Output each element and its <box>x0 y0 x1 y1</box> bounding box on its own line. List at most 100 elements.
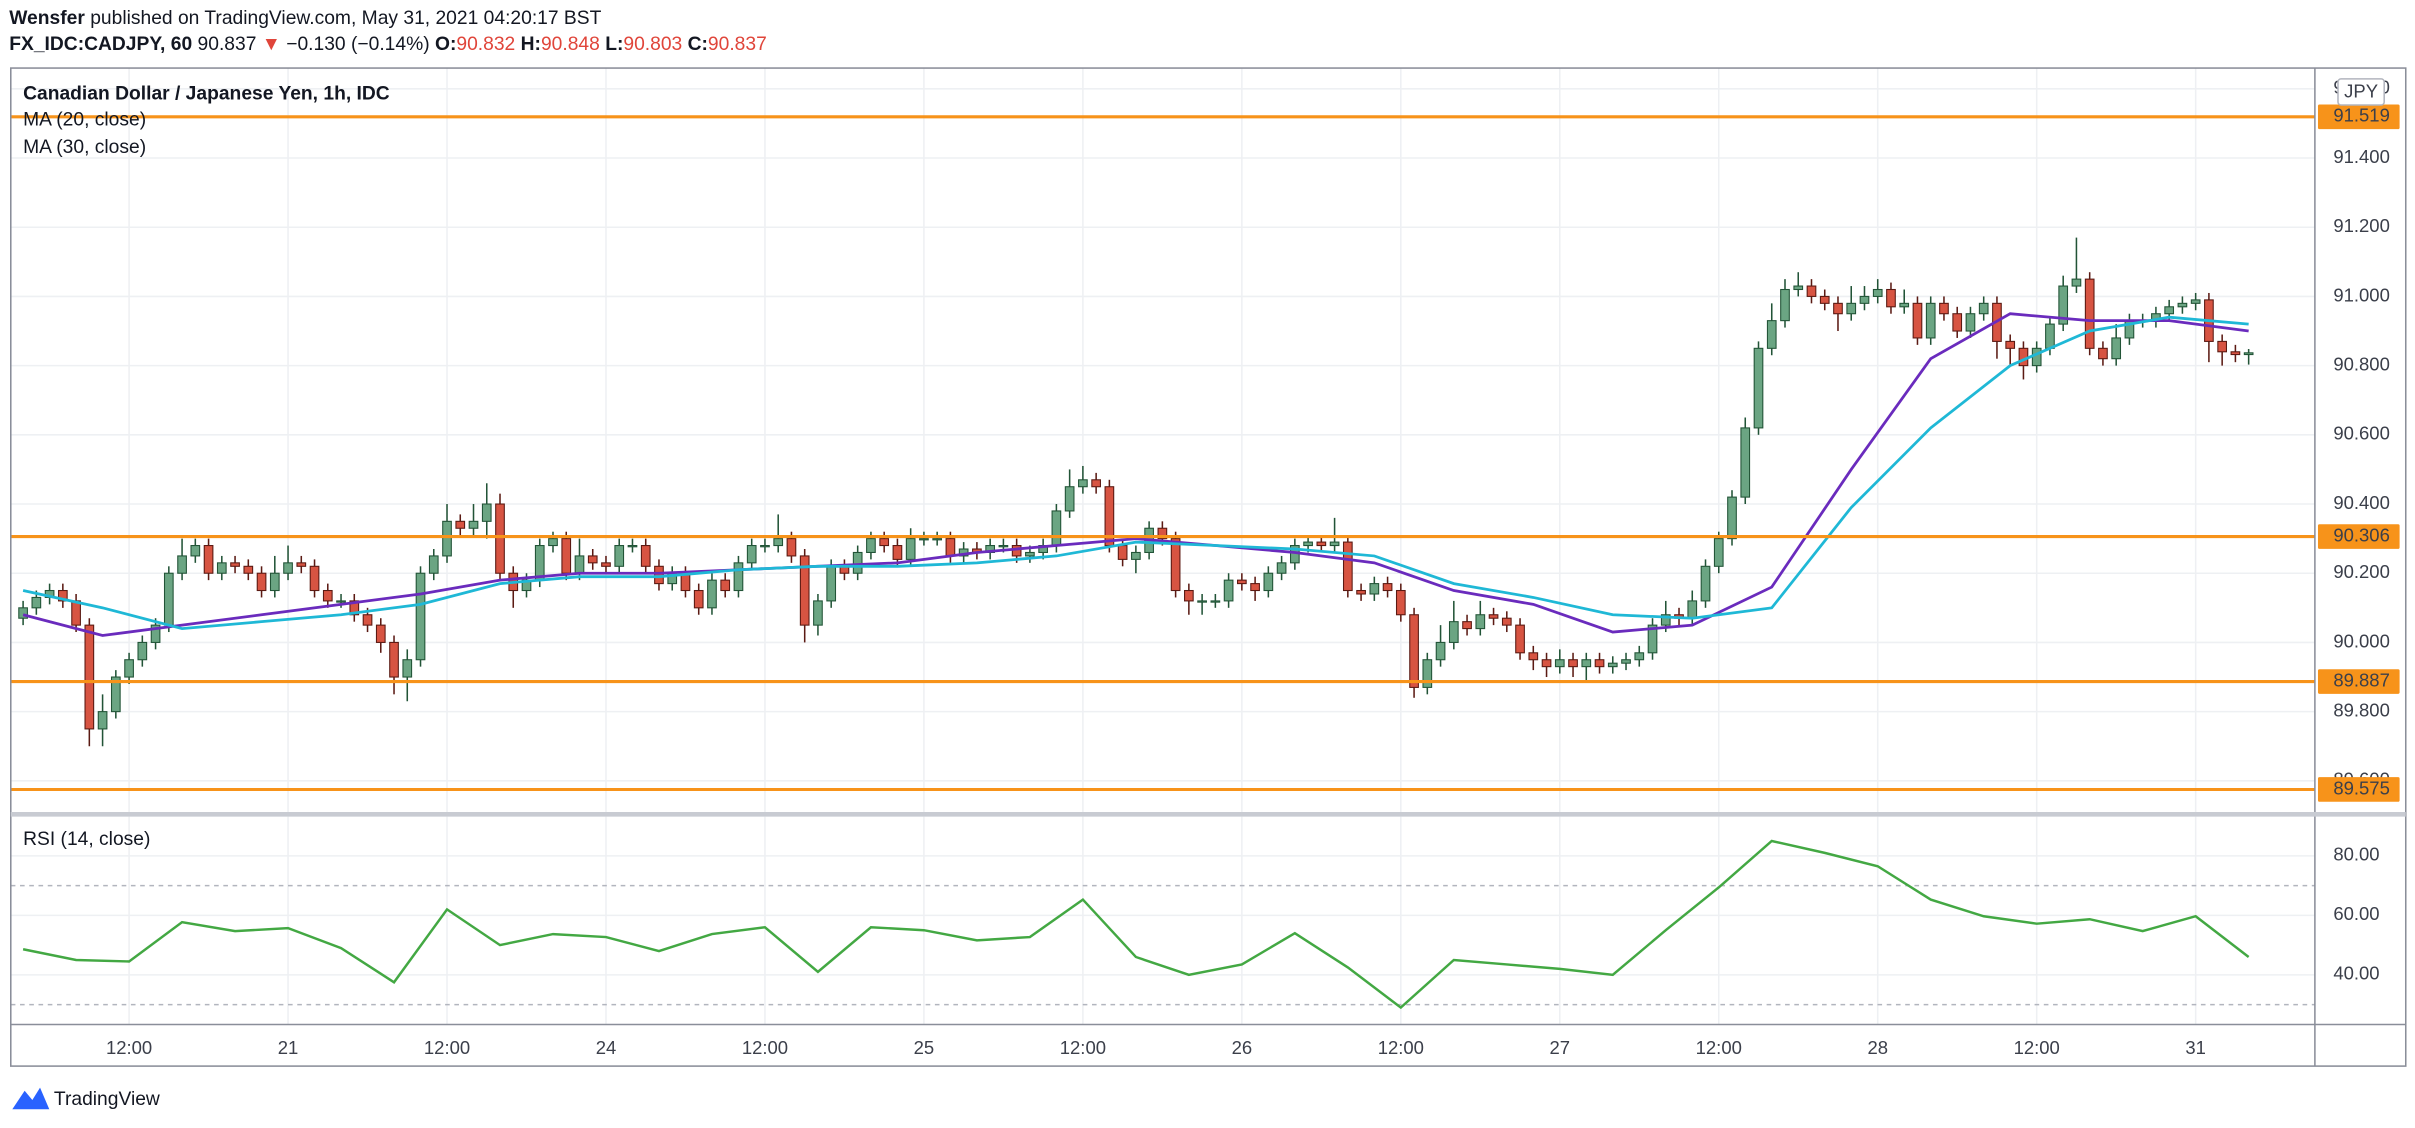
candle-body <box>1051 510 1062 547</box>
candle-body <box>2018 347 2029 367</box>
change: −0.130 (−0.14%) <box>286 34 429 55</box>
candle-body <box>1515 624 1525 654</box>
candle-body <box>1409 614 1419 688</box>
low: 90.803 <box>623 34 682 55</box>
ma-line <box>22 315 2249 630</box>
currency-box <box>2337 78 2385 106</box>
y-tick-label: 60.00 <box>2333 903 2379 924</box>
candle-body <box>124 659 134 678</box>
x-tick-label: 12:00 <box>742 1037 788 1058</box>
candle-body <box>2190 299 2201 304</box>
candle-body <box>2098 347 2108 360</box>
chart-frame <box>10 67 2407 1067</box>
candle-body <box>389 641 399 678</box>
x-tick-label: 26 <box>1232 1037 1253 1058</box>
y-tick-label: 80.00 <box>2333 844 2379 865</box>
quote-line: FX_IDC:CADJPY, 60 90.837 ▼ −0.130 (−0.14… <box>9 34 767 55</box>
candle-body <box>534 545 545 581</box>
candle-body <box>415 572 426 661</box>
candle-body <box>269 572 280 592</box>
candle-body <box>1766 320 1777 349</box>
candle-body <box>1422 659 1433 688</box>
candle-body <box>1700 565 1711 602</box>
y-tick-label: 91.400 <box>2333 146 2390 167</box>
candle-body <box>455 520 466 529</box>
y-tick-label: 90.400 <box>2333 492 2390 513</box>
candle-body <box>760 545 770 548</box>
candle-body <box>1634 652 1645 661</box>
candle-body <box>1554 659 1565 668</box>
candle-body <box>879 538 890 547</box>
candle-body <box>640 545 651 567</box>
candle-body <box>1621 659 1631 664</box>
price-pane <box>10 115 2315 792</box>
candle-body <box>1356 589 1366 595</box>
candle-body <box>283 562 293 574</box>
candle-body <box>230 562 240 567</box>
candle-body <box>1833 302 1843 315</box>
candle-body <box>1157 527 1168 540</box>
x-tick-label: 28 <box>1867 1037 1888 1058</box>
candle-body <box>1462 621 1472 630</box>
candle-body <box>826 565 837 602</box>
x-tick-label: 27 <box>1550 1037 1571 1058</box>
level-label: 91.519 <box>2333 105 2390 126</box>
candle-body <box>1448 621 1459 643</box>
candle-body <box>296 562 307 567</box>
candle-body <box>1250 583 1260 592</box>
level-label: 89.887 <box>2333 669 2390 690</box>
candle-body <box>18 607 28 619</box>
author: Wensfer <box>9 8 85 29</box>
candle-body <box>256 572 267 592</box>
candle-body <box>1978 302 1989 315</box>
labels: Canadian Dollar / Japanese Yen, 1h, IDC … <box>23 77 2400 1058</box>
candle-body <box>746 545 757 564</box>
publish-line: Wensfer published on TradingView.com, Ma… <box>9 8 601 29</box>
candle-body <box>1131 551 1141 560</box>
level-label-box <box>2317 669 2400 694</box>
candle-body <box>1303 541 1313 547</box>
candle-body <box>1475 614 1486 630</box>
candle-body <box>1660 614 1671 626</box>
candle-body <box>852 551 863 574</box>
chart-title: Canadian Dollar / Japanese Yen, 1h, IDC <box>23 83 390 104</box>
candle-body <box>1117 545 1128 560</box>
candle-body <box>243 565 254 574</box>
candle-body <box>786 538 797 557</box>
candle-body <box>773 538 784 547</box>
candle-body <box>733 562 744 592</box>
candle-body <box>349 600 360 616</box>
candle-body <box>2071 278 2082 287</box>
candle-body <box>720 579 731 592</box>
candle-body <box>1064 486 1075 512</box>
candle-body <box>1793 285 1804 291</box>
axes <box>10 67 2407 1067</box>
candle-body <box>919 538 929 541</box>
candle-body <box>2217 340 2228 353</box>
candle-body <box>1210 600 1221 603</box>
candle-body <box>2164 306 2175 315</box>
candle-body <box>375 624 386 643</box>
candle-body <box>1939 302 1949 315</box>
candle-body <box>1594 659 1605 668</box>
candle-body <box>1170 538 1181 592</box>
candle-body <box>362 614 373 626</box>
footer: TradingView <box>12 1087 160 1110</box>
candle-body <box>1846 302 1857 315</box>
candle-body <box>1647 624 1658 654</box>
candle-body <box>1263 572 1274 592</box>
x-tick-label: 25 <box>914 1037 935 1058</box>
candle-body <box>799 555 810 626</box>
candle-body <box>707 579 717 609</box>
candle-body <box>481 503 492 522</box>
x-tick-label: 12:00 <box>1060 1037 1106 1058</box>
close: 90.837 <box>708 34 767 55</box>
candle-body <box>1369 583 1380 595</box>
candle-body <box>614 545 625 567</box>
candle-body <box>627 545 638 548</box>
candle-body <box>1395 589 1406 616</box>
close-label: C: <box>688 34 708 55</box>
candle-body <box>601 562 611 567</box>
